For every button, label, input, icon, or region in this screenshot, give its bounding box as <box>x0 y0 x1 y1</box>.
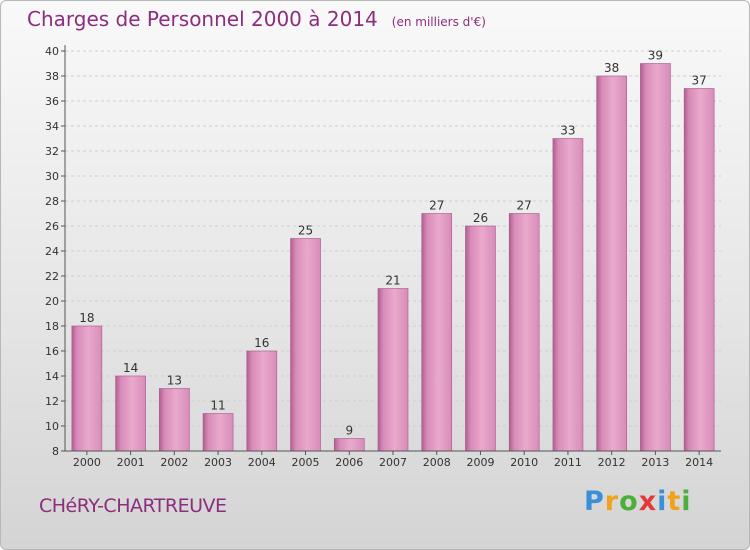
logo-letter: o <box>619 486 639 517</box>
chart-subtitle: (en milliers d'€) <box>391 15 486 29</box>
bar-2013 <box>640 63 671 452</box>
x-tick-label: 2002 <box>160 456 188 469</box>
y-tick-label: 40 <box>45 45 59 58</box>
y-tick-label: 28 <box>45 195 59 208</box>
chart-title-text: Charges de Personnel 2000 à 2014 <box>27 7 378 31</box>
x-tick-label: 2003 <box>204 456 232 469</box>
y-tick-label: 12 <box>45 395 59 408</box>
x-tick-label: 2001 <box>117 456 145 469</box>
x-tick-label: 2010 <box>510 456 538 469</box>
y-tick-label: 14 <box>45 370 59 383</box>
logo-letter: x <box>638 486 658 517</box>
data-label: 39 <box>648 49 663 63</box>
commune-name: CHéRY-CHARTREUVE <box>39 495 227 517</box>
y-tick-label: 20 <box>45 295 59 308</box>
x-tick-label: 2011 <box>554 456 582 469</box>
data-label: 27 <box>517 199 532 213</box>
y-tick-label: 26 <box>45 220 59 233</box>
bar-2010 <box>508 213 540 452</box>
bar-2007 <box>377 288 409 452</box>
bars-layer <box>71 63 715 452</box>
y-tick-label: 36 <box>45 95 59 108</box>
bar-2008 <box>421 213 453 452</box>
labels-layer: 18 14 13 11 16 25 9 21 27 26 27 33 38 39 37 <box>79 49 707 438</box>
y-tick-label: 8 <box>52 445 59 458</box>
x-tick-label: 2012 <box>598 456 626 469</box>
bar-2009 <box>465 225 496 452</box>
x-tick-label: 2007 <box>379 456 407 469</box>
data-label: 37 <box>691 74 706 88</box>
y-tick-label: 18 <box>45 320 59 333</box>
logo-letter: t <box>667 486 682 517</box>
x-tick-label: 2005 <box>292 456 320 469</box>
x-tick-label: 2014 <box>685 456 713 469</box>
data-label: 27 <box>429 199 444 213</box>
bar-2004 <box>246 350 278 452</box>
data-label: 26 <box>473 211 488 225</box>
data-label: 21 <box>385 274 400 288</box>
y-tick-label: 32 <box>45 145 59 158</box>
logo-letter: r <box>604 486 620 517</box>
bar-2003 <box>202 413 234 452</box>
data-label: 14 <box>123 361 138 375</box>
x-tick-label: 2004 <box>248 456 276 469</box>
data-label: 38 <box>604 61 619 75</box>
proxiti-logo[interactable]: Proxiti <box>584 486 692 517</box>
logo-letter: P <box>584 486 605 517</box>
data-label: 25 <box>298 224 313 238</box>
y-tick-label: 24 <box>45 245 59 258</box>
logo-letter: i <box>681 486 692 517</box>
bar-2006 <box>333 438 365 452</box>
y-tick-label: 16 <box>45 345 59 358</box>
bar-2005 <box>290 238 321 452</box>
x-tick-label: 2006 <box>335 456 363 469</box>
data-label: 33 <box>560 124 575 138</box>
axis-layer: 8 10 12 14 16 18 20 22 24 26 28 30 32 34 36 38 40 2000 200… <box>45 45 721 469</box>
x-tick-label: 2013 <box>641 456 669 469</box>
data-label: 9 <box>345 424 353 438</box>
data-label: 13 <box>167 374 182 388</box>
data-label: 11 <box>210 399 225 413</box>
bar-2001 <box>115 375 146 452</box>
bar-2014 <box>683 88 715 452</box>
bar-2002 <box>159 388 190 452</box>
chart-title: Charges de Personnel 2000 à 2014 (en mill… <box>27 7 486 31</box>
x-tick-label: 2009 <box>466 456 494 469</box>
bar-2012 <box>596 75 627 452</box>
y-tick-label: 10 <box>45 420 59 433</box>
y-tick-label: 38 <box>45 70 59 83</box>
data-label: 16 <box>254 336 269 350</box>
logo-letter: i <box>657 486 668 517</box>
data-label: 18 <box>79 311 94 325</box>
bar-2000 <box>71 325 103 452</box>
y-tick-label: 34 <box>45 120 59 133</box>
y-tick-label: 22 <box>45 270 59 283</box>
y-tick-label: 30 <box>45 170 59 183</box>
x-tick-label: 2000 <box>73 456 101 469</box>
x-tick-label: 2008 <box>423 456 451 469</box>
bar-2011 <box>552 138 584 452</box>
